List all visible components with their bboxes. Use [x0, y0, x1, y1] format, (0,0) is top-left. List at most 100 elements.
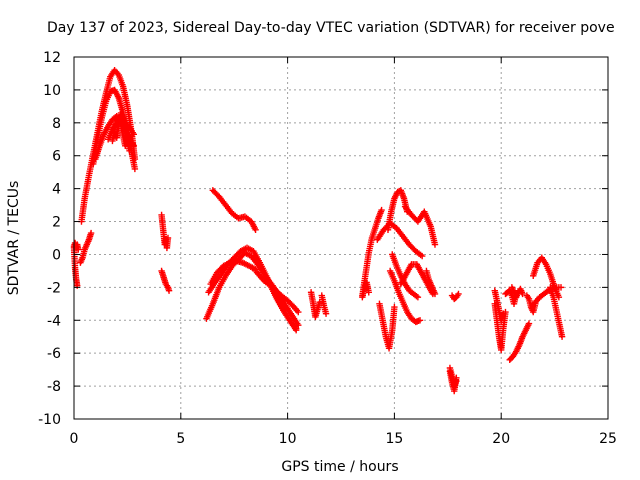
series-arc-11 [158, 267, 173, 294]
data-point-fill [526, 297, 534, 309]
data-point-fill [290, 322, 298, 331]
series-arc-23 [376, 300, 398, 352]
data-point-fill [510, 349, 519, 359]
x-tick-label: 5 [176, 431, 185, 447]
data-point-fill [550, 284, 559, 292]
data-point [75, 246, 82, 253]
data-point-fill [400, 300, 410, 314]
data-point-fill [208, 271, 220, 286]
data-point-fill [411, 291, 420, 300]
data-point [525, 320, 533, 327]
data-point-fill [276, 294, 288, 308]
data-point-fill [533, 295, 542, 304]
data-point-fill [426, 277, 434, 286]
data-point-fill [391, 279, 402, 294]
data-point-fill [517, 287, 526, 296]
data-point [87, 229, 95, 237]
data-point-fill [513, 343, 522, 354]
data-point [414, 294, 422, 301]
data-point-fill [101, 124, 111, 136]
data-point-fill [507, 289, 515, 298]
series-arc-12 [209, 187, 259, 233]
data-point-fill [407, 242, 418, 254]
data-point-fill [253, 269, 266, 283]
data-point-fill [112, 88, 122, 100]
data-point-fill [264, 275, 275, 288]
chart-title: Day 137 of 2023, Sidereal Day-to-day VTE… [47, 20, 615, 36]
data-point-fill [161, 275, 169, 286]
data-point [500, 310, 507, 317]
x-tick-label: 15 [385, 431, 403, 447]
y-tick-label: 8 [52, 116, 61, 132]
data-point [455, 290, 462, 298]
data-point-fill [236, 213, 247, 222]
data-point-fill [158, 269, 167, 280]
data-point-fill [509, 285, 517, 294]
data-point-fill [405, 310, 414, 321]
data-point-fill [419, 272, 430, 286]
data-point [557, 284, 565, 291]
series-arc-24 [386, 267, 424, 326]
y-tick-labels: -10 -8 -6 -4 -2 0 2 4 6 8 10 12 [38, 50, 61, 428]
data-point-fill [118, 111, 126, 120]
series-arc-18 [307, 289, 323, 321]
data-point-fill [73, 277, 81, 288]
data-point-fill [389, 306, 398, 332]
series-arc-39 [527, 284, 565, 311]
data-point-fill [289, 313, 301, 327]
data-point [416, 317, 424, 324]
data-point-fill [409, 316, 418, 325]
series-arc-37 [506, 320, 533, 363]
data-point-fill [407, 288, 416, 297]
series-arc-40 [547, 284, 566, 340]
data-point-fill [204, 302, 216, 320]
data-point-fill [239, 245, 249, 254]
data-point-fill [221, 260, 232, 269]
data-point-fill [223, 264, 235, 278]
y-axis-label: SDTVAR / TECUs [6, 181, 22, 296]
series-arc-17 [263, 274, 302, 329]
data-point-fill [245, 245, 256, 254]
data-point-fill [402, 282, 412, 293]
plot-frame [73, 56, 609, 420]
data-point-fill [392, 190, 401, 201]
data-point-fill [403, 262, 414, 276]
x-tick-label: 20 [492, 431, 510, 447]
x-tick-labels: 0 5 10 15 20 25 [70, 431, 617, 447]
data-point-fill [285, 298, 296, 309]
data-point-fill [84, 238, 92, 247]
series-arc-41 [523, 292, 539, 316]
data-point-fill [78, 197, 88, 223]
data-point [519, 290, 526, 298]
series-arc-9 [113, 109, 133, 154]
data-point-fill [513, 290, 521, 299]
data-point-fill [248, 219, 258, 232]
x-tick-label: 10 [279, 431, 297, 447]
data-point-fill [108, 68, 117, 79]
data-point-fill [396, 291, 406, 304]
y-tick-label: 12 [43, 50, 61, 66]
y-tick-label: -6 [47, 346, 61, 362]
data-point-fill [276, 300, 288, 315]
data-point-fill [106, 117, 115, 128]
data-point-fill [81, 174, 92, 200]
series-arc-22 [374, 219, 426, 260]
data-point-fill [86, 231, 94, 242]
data-point-fill [539, 256, 549, 266]
data-point-fill [428, 282, 436, 291]
y-tick-label: 6 [52, 149, 61, 165]
data-point [295, 308, 302, 316]
data-point-fill [249, 254, 260, 266]
data-point-fill [213, 272, 224, 284]
series-arc-38 [530, 254, 563, 301]
data-point-fill [387, 269, 397, 283]
data-point-fill [542, 288, 550, 297]
data-point-fill [283, 303, 295, 317]
data-point-fill [228, 258, 238, 266]
data-point-fill [234, 258, 245, 266]
data-point-fill [230, 211, 241, 221]
data-point-fill [112, 68, 121, 77]
data-point-fill [108, 87, 117, 95]
data-point-fill [215, 264, 226, 275]
y-tick-label: 2 [52, 215, 61, 231]
